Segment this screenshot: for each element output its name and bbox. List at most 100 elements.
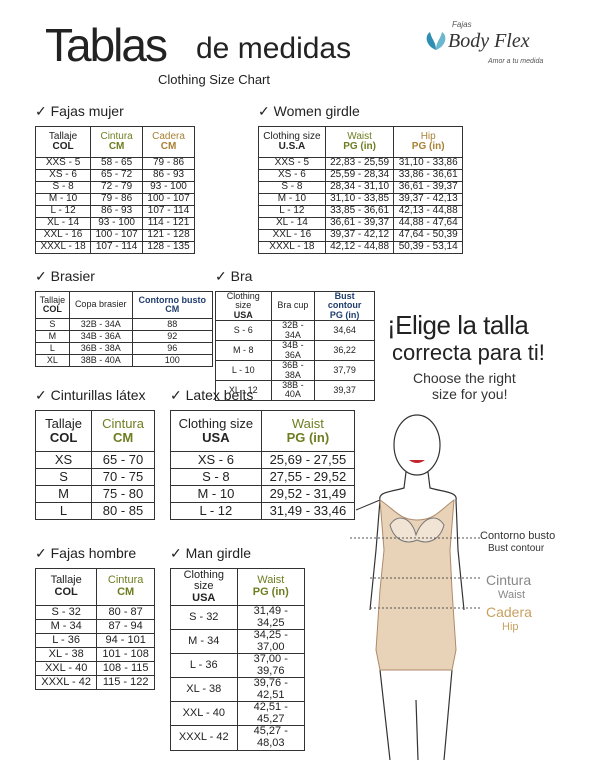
header-cell: Contorno busto CM [131, 291, 214, 319]
brand-tagline: Amor a tu medida [488, 58, 544, 65]
size-table-block: ✓ Fajas mujer Tallaje COL Cintura CM Cadera CM… [34, 103, 195, 254]
table-cell: M [34, 485, 93, 503]
header-text: Clothing size [178, 416, 254, 432]
table-heading: ✓ Women girdle [258, 103, 360, 119]
table-heading: ✓ Cinturillas látex [35, 387, 146, 403]
header-text: COL [42, 304, 62, 314]
table-cell: 47,64 - 50,39 [393, 229, 463, 242]
table-cell: M - 34 [34, 619, 98, 634]
measure-lines [350, 537, 480, 609]
header-cell: Cintura CM [96, 568, 155, 606]
subtitle: Clothing Size Chart [158, 72, 270, 87]
table-cell: XS - 6 [170, 451, 262, 469]
table-cell: 38B - 40A [270, 379, 316, 401]
table-row: L - 12 86 - 93 107 - 114 [34, 205, 195, 218]
table-row: L 36B - 38A 96 [35, 342, 214, 355]
size-table: Clothing size USA Bra cup Bust contour PG (i… [215, 290, 375, 401]
table-cell: L - 10 [215, 360, 272, 381]
header-text: Tallaje [48, 130, 78, 142]
table-cell: 31,10 - 33,85 [324, 193, 395, 206]
table-cell: 42,12 - 44,88 [324, 241, 395, 254]
table-cell: 101 - 108 [96, 647, 155, 662]
table-cell: XXXL - 42 [170, 725, 238, 751]
table-row: XXL - 40 42,51 - 45,27 [170, 701, 306, 727]
size-table: Tallaje COL Cintura CM XS 65 - 70 S 70 - 75 M 75 … [34, 410, 155, 520]
label-bust: Contorno busto [480, 530, 556, 542]
table-cell: 36,22 [314, 340, 375, 362]
header-cell: Copa brasier [68, 291, 133, 319]
table-cell: 33,86 - 36,61 [393, 169, 463, 182]
table-row: M 34B - 36A 92 [35, 330, 214, 343]
table-cell: 107 - 114 [90, 241, 144, 254]
header-cell: Cintura CM [91, 410, 155, 452]
table-cell: 39,37 [314, 379, 375, 401]
header-text: PG (in) [252, 586, 289, 598]
table-row: S - 8 72 - 79 93 - 100 [34, 181, 195, 194]
table-cell: 108 - 115 [96, 661, 155, 676]
header-cell: Waist PG (in) [236, 568, 306, 606]
table-cell: 39,76 - 42,51 [236, 677, 306, 703]
table-row: XS - 6 25,69 - 27,55 [170, 451, 356, 469]
header-cell: Cadera CM [142, 126, 195, 158]
table-cell: 31,49 - 33,46 [260, 502, 356, 520]
header-cell: Clothing size USA [170, 410, 262, 452]
header-cell: Clothing size USA [170, 568, 238, 606]
header-text: Bust contour [327, 291, 362, 311]
table-cell: M [35, 330, 70, 343]
table-cell: L - 36 [34, 633, 98, 648]
table-row: L - 10 36B - 38A 37,79 [215, 360, 375, 381]
table-cell: 34,25 - 37,00 [236, 629, 306, 655]
table-cell: 36,61 - 39,37 [393, 181, 463, 194]
table-cell: XL - 14 [258, 217, 326, 230]
header-text: Waist [291, 416, 324, 432]
header-text: USA [192, 591, 216, 604]
table-cell: L [35, 342, 70, 355]
header-cell: Tallaje COL [35, 291, 70, 319]
header-text: Clothing size [263, 130, 321, 142]
header-text: PG (in) [343, 141, 376, 152]
table-cell: XXS - 5 [34, 157, 92, 170]
table-cell: 100 - 107 [90, 229, 144, 242]
header-cell: Clothing size U.S.A [258, 126, 326, 158]
label-bust-en: Bust contour [488, 543, 545, 554]
table-row: XS 65 - 70 [34, 451, 155, 469]
table-row: XXXL - 42 115 - 122 [34, 675, 155, 690]
header-text: Clothing size [183, 568, 224, 593]
table-cell: 87 - 94 [96, 619, 155, 634]
table-cell: 22,83 - 25,59 [324, 157, 395, 170]
header-cell: Tallaje COL [34, 126, 92, 158]
table-row: M - 34 34,25 - 37,00 [170, 629, 306, 655]
table-cell: 121 - 128 [142, 229, 195, 242]
table-cell: M - 10 [258, 193, 326, 206]
table-cell: 28,34 - 31,10 [324, 181, 395, 194]
table-cell: S [34, 468, 93, 486]
table-cell: XL - 14 [34, 217, 92, 230]
size-table: Tallaje COL Cintura CM Cadera CM XXS - 5 58 - 6… [34, 126, 195, 254]
header-cell: Clothing size USA [215, 290, 272, 322]
table-row: XXL - 40 108 - 115 [34, 661, 155, 676]
table-cell: 65 - 70 [91, 451, 155, 469]
table-cell: XXS - 5 [258, 157, 326, 170]
table-row: XXS - 5 58 - 65 79 - 86 [34, 157, 195, 170]
table-cell: 80 - 87 [96, 605, 155, 620]
table-row: M - 10 29,52 - 31,49 [170, 485, 356, 503]
table-cell: XXXL - 18 [258, 241, 326, 254]
header-text: COL [52, 141, 74, 152]
table-cell: XXL - 40 [34, 661, 98, 676]
size-table: Clothing size U.S.A Waist PG (in) Hip PG (in)… [258, 126, 463, 254]
table-heading: ✓ Fajas mujer [35, 103, 124, 119]
header-row: Tallaje COL Cintura CM [34, 410, 155, 452]
table-row: L - 12 31,49 - 33,46 [170, 502, 356, 520]
table-cell: XXXL - 42 [34, 675, 98, 690]
table-row: S - 8 28,34 - 31,10 36,61 - 39,37 [258, 181, 463, 194]
table-cell: XXL - 16 [258, 229, 326, 242]
header-row: Clothing size U.S.A Waist PG (in) Hip PG (in) [258, 126, 463, 158]
table-cell: 115 - 122 [96, 675, 155, 690]
table-cell: 100 [131, 354, 214, 367]
table-row: M - 8 34B - 36A 36,22 [215, 340, 375, 362]
table-cell: 34B - 36A [68, 330, 133, 343]
table-row: L 80 - 85 [34, 502, 155, 520]
label-hip: Cadera [486, 604, 532, 620]
header-text: PG (in) [329, 309, 360, 320]
